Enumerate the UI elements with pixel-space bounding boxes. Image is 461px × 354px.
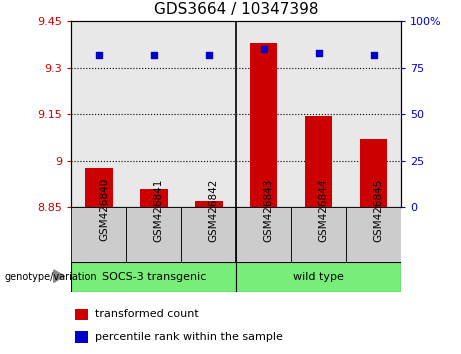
Title: GDS3664 / 10347398: GDS3664 / 10347398 [154, 2, 319, 17]
Text: percentile rank within the sample: percentile rank within the sample [95, 332, 283, 342]
Bar [195, 201, 223, 207]
Text: SOCS-3 transgenic: SOCS-3 transgenic [102, 272, 206, 282]
Bar [236, 262, 401, 292]
Bar [75, 331, 88, 343]
Point [315, 50, 322, 56]
Bar [360, 139, 387, 207]
Bar [291, 21, 346, 207]
Text: GSM426842: GSM426842 [209, 178, 219, 241]
Bar [236, 21, 291, 207]
Bar [75, 309, 88, 320]
Text: GSM426841: GSM426841 [154, 178, 164, 241]
Bar [346, 21, 401, 207]
Bar [236, 207, 291, 262]
Bar [181, 21, 236, 207]
Bar [181, 207, 236, 262]
Point [95, 52, 103, 57]
Point [205, 52, 213, 57]
Text: GSM426844: GSM426844 [319, 178, 329, 241]
Bar [71, 207, 126, 262]
Bar [140, 188, 168, 207]
Bar [291, 207, 346, 262]
Bar [71, 21, 126, 207]
Text: genotype/variation: genotype/variation [5, 272, 97, 282]
Text: transformed count: transformed count [95, 309, 198, 319]
Point [260, 46, 267, 52]
Point [150, 52, 158, 57]
Bar [126, 207, 181, 262]
Text: GSM426843: GSM426843 [264, 178, 274, 241]
Bar [346, 207, 401, 262]
Bar [85, 169, 112, 207]
Bar [305, 116, 332, 207]
Bar [250, 43, 278, 207]
Text: GSM426840: GSM426840 [99, 178, 109, 241]
Polygon shape [54, 270, 65, 282]
Text: GSM426845: GSM426845 [373, 178, 384, 241]
Bar [126, 21, 181, 207]
Bar [71, 262, 236, 292]
Point [370, 52, 377, 57]
Text: wild type: wild type [293, 272, 344, 282]
